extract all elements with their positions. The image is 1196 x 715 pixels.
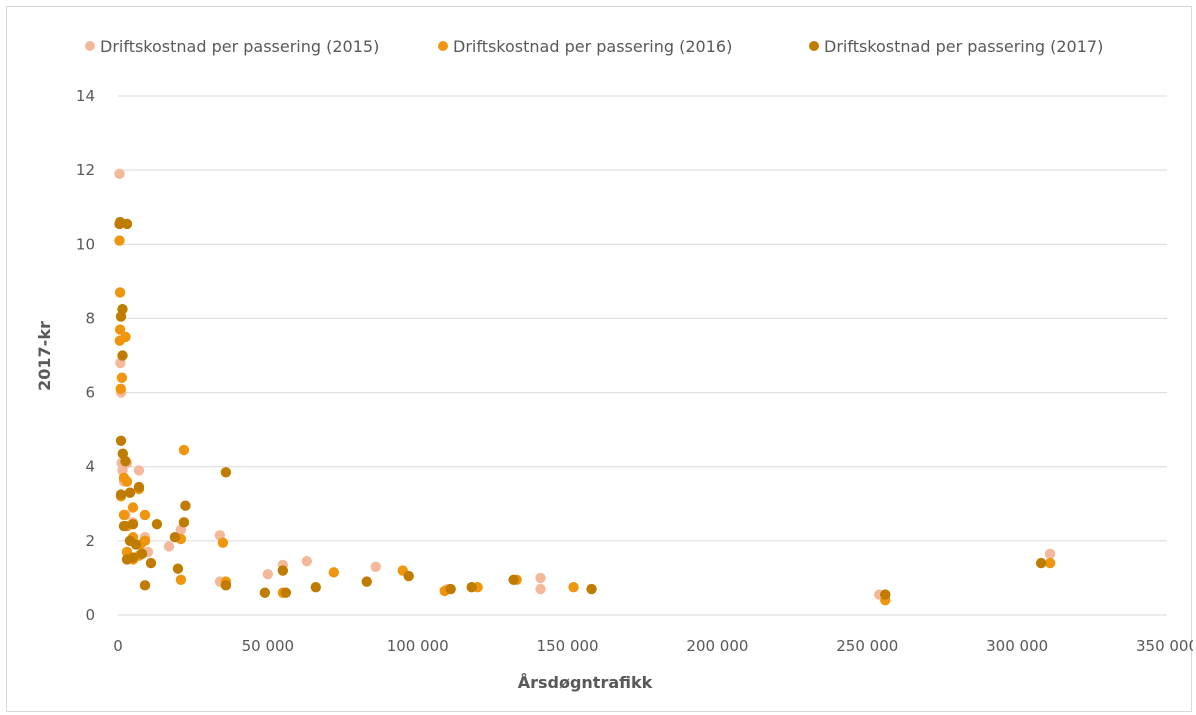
- y-tick-label: 14: [76, 87, 95, 105]
- x-tick-label: 0: [113, 637, 123, 655]
- data-point-2017: [361, 576, 372, 587]
- data-point-2015: [163, 541, 175, 552]
- data-point-2016: [139, 509, 151, 521]
- data-point-2017: [120, 455, 131, 467]
- data-point-2017: [139, 580, 151, 591]
- legend-label: Driftskostnad per passering (2015): [100, 37, 379, 56]
- data-point-2016: [120, 331, 131, 343]
- legend-item: Driftskostnad per passering (2017): [809, 37, 1103, 56]
- x-tick-label: 50 000: [242, 637, 295, 655]
- data-point-2016: [127, 502, 139, 513]
- legend-label: Driftskostnad per passering (2016): [453, 37, 732, 56]
- y-tick-label: 10: [76, 235, 95, 253]
- data-point-2017: [445, 583, 456, 595]
- data-point-2016: [175, 574, 187, 585]
- x-tick-label: 100 000: [387, 637, 449, 655]
- legend: Driftskostnad per passering (2015) Drifts…: [85, 37, 1103, 56]
- data-point-2017: [115, 435, 127, 446]
- data-point-2015: [1044, 548, 1056, 560]
- data-point-2017: [880, 589, 891, 600]
- y-axis-ticks: 0 2 4 6 8 10 12 14: [76, 87, 95, 624]
- data-point-2015: [370, 561, 381, 573]
- x-tick-label: 300 000: [986, 637, 1048, 655]
- data-point-2017: [220, 580, 232, 591]
- y-tick-label: 12: [76, 161, 95, 179]
- legend-item: Driftskostnad per passering (2016): [438, 37, 732, 56]
- data-point-2017: [133, 481, 145, 493]
- data-point-2017: [277, 565, 289, 576]
- y-tick-label: 2: [85, 532, 95, 550]
- data-point-2017: [1035, 557, 1047, 569]
- data-point-2016: [114, 287, 126, 298]
- data-point-2016: [178, 444, 190, 456]
- data-point-2015: [535, 583, 546, 595]
- data-point-2017: [127, 552, 139, 563]
- data-point-2015: [301, 556, 313, 567]
- x-tick-label: 350 000: [1136, 637, 1193, 655]
- data-point-2016: [115, 383, 126, 395]
- data-point-2017: [121, 218, 133, 230]
- data-point-2017: [118, 520, 130, 532]
- gridlines: [118, 95, 1167, 616]
- scatter-chart: Driftskostnad per passering (2015) Drifts…: [35, 37, 1193, 692]
- x-tick-label: 150 000: [537, 637, 599, 655]
- chart-frame: Driftskostnad per passering (2015) Drifts…: [6, 6, 1193, 712]
- data-point-2017: [172, 563, 184, 574]
- y-tick-label: 6: [85, 384, 95, 402]
- data-point-2017: [130, 539, 142, 550]
- data-point-2015: [114, 168, 125, 180]
- data-point-2017: [586, 583, 597, 595]
- legend-label: Driftskostnad per passering (2017): [824, 37, 1103, 56]
- data-point-2016: [116, 372, 128, 383]
- data-point-2016: [568, 581, 579, 593]
- data-point-2015: [535, 572, 546, 584]
- data-point-2017: [466, 581, 477, 593]
- x-tick-label: 250 000: [836, 637, 898, 655]
- data-point-2017: [145, 557, 157, 569]
- data-point-2017: [403, 570, 414, 582]
- legend-marker: [85, 41, 95, 51]
- data-point-2017: [220, 467, 232, 478]
- data-points: [114, 168, 1056, 606]
- y-tick-label: 4: [85, 458, 95, 476]
- legend-marker: [809, 41, 819, 51]
- data-point-2017: [259, 587, 271, 598]
- data-point-2016: [1044, 557, 1056, 569]
- data-point-2017: [169, 531, 181, 543]
- data-point-2015: [133, 465, 145, 476]
- y-axis-title: 2017-kr: [35, 321, 54, 391]
- data-point-2016: [217, 537, 229, 548]
- data-point-2016: [118, 509, 130, 521]
- data-point-2017: [508, 574, 519, 585]
- data-point-2017: [180, 500, 191, 511]
- x-axis-title: Årsdøgntrafikk: [518, 673, 653, 692]
- y-tick-label: 8: [85, 309, 95, 327]
- legend-item: Driftskostnad per passering (2015): [85, 37, 379, 56]
- data-point-2016: [121, 476, 133, 487]
- legend-marker: [438, 41, 448, 51]
- x-tick-label: 200 000: [686, 637, 748, 655]
- data-point-2017: [124, 487, 136, 498]
- data-point-2017: [115, 489, 127, 500]
- data-point-2017: [117, 350, 128, 361]
- data-point-2016: [114, 324, 126, 335]
- data-point-2017: [178, 517, 190, 528]
- data-point-2016: [114, 235, 125, 246]
- y-tick-label: 0: [85, 606, 95, 624]
- data-point-2017: [127, 518, 139, 530]
- data-point-2016: [328, 567, 339, 578]
- data-point-2015: [262, 569, 274, 580]
- data-point-2017: [151, 518, 163, 530]
- data-point-2017: [136, 548, 148, 560]
- x-axis-ticks: 0 50 000 100 000 150 000 200 000 250 000 300 0…: [113, 637, 1193, 655]
- data-point-2017: [280, 587, 292, 598]
- data-point-2016: [139, 535, 151, 547]
- data-point-2017: [310, 581, 322, 593]
- data-point-2017: [117, 303, 128, 315]
